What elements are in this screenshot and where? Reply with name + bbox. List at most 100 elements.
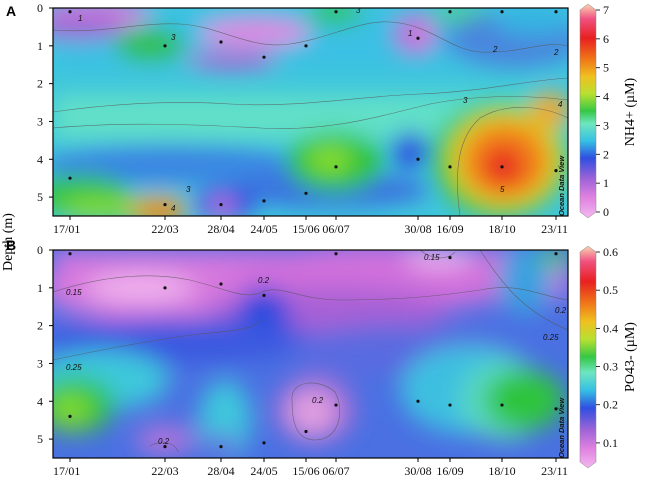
colorbar-a-label: NH4+ (µM) (623, 77, 638, 146)
panel-b-samples (68, 252, 558, 449)
sample-point (219, 282, 223, 286)
panel-a: A (6, 1, 638, 236)
y-tick-label: 0 (37, 1, 43, 15)
sample-point (554, 169, 558, 173)
colorbar-tick-label: 0.4 (603, 321, 618, 335)
colorbar-tick-label: 6 (603, 32, 609, 46)
y-tick-label: 1 (37, 281, 43, 295)
panel-a-y-axis: 0 1 2 3 4 5 (37, 1, 53, 204)
x-tick-label: 24/05 (250, 222, 277, 236)
sample-point (554, 252, 558, 256)
sample-point (500, 10, 504, 14)
panel-b-label: B (6, 237, 16, 253)
x-tick-label: 15/06 (292, 222, 319, 236)
sample-point (163, 203, 167, 207)
x-tick-label: 06/07 (322, 464, 349, 478)
x-tick-label: 15/06 (292, 464, 319, 478)
panel-a-label: A (6, 3, 16, 19)
sample-point (448, 10, 452, 14)
panel-a-contour-labels: 1 3 1 2 2 3 4 5 3 4 3 (78, 8, 563, 213)
sample-point (448, 255, 452, 260)
x-tick-label: 23/11 (541, 222, 568, 236)
y-tick-label: 5 (37, 190, 43, 204)
contour-label: 0.2 (312, 396, 324, 405)
colorbar-tick-label: 0.3 (603, 360, 618, 374)
x-tick-label: 23/11 (541, 464, 568, 478)
colorbar-tick-label: 0 (603, 205, 609, 219)
contour-label: 0.25 (66, 363, 82, 372)
sample-point (448, 403, 452, 407)
x-tick-label: 17/01 (53, 222, 80, 236)
sample-point (334, 252, 338, 256)
x-tick-label: 16/09 (436, 464, 463, 478)
sample-point (304, 44, 308, 48)
sample-point (500, 165, 504, 169)
x-tick-label: 16/09 (436, 222, 463, 236)
panel-a-x-axis: 17/01 22/03 28/04 24/05 15/06 06/07 30/08 16/09… (53, 216, 568, 236)
x-tick-label: 18/10 (488, 464, 515, 478)
contour-label: 0.15 (66, 288, 82, 297)
sample-point (163, 445, 167, 449)
colorbar-b: 0.1 0.2 0.3 0.4 0.5 0.6 (579, 245, 618, 469)
colorbar-tick-label: 4 (603, 90, 609, 104)
sample-point (334, 165, 338, 169)
colorbar-tick-label: 7 (603, 3, 609, 17)
watermark-a: Ocean Data View (557, 155, 566, 216)
colorbar-tick-label: 2 (603, 147, 609, 161)
colorbar-tick-label: 0.6 (603, 245, 618, 259)
x-tick-label: 06/07 (322, 222, 349, 236)
sample-point (262, 55, 266, 59)
y-tick-label: 2 (37, 77, 43, 91)
sample-point (554, 10, 558, 14)
contour-label: 2 (492, 45, 498, 54)
y-tick-label: 4 (37, 394, 43, 408)
panel-b-field: 0.15 0.2 0.15 0.25 0.25 0.2 0.2 0.2 (53, 250, 568, 458)
sample-point (219, 203, 223, 207)
colorbar-tick-label: 0.5 (603, 283, 618, 297)
y-tick-label: 0 (37, 243, 43, 257)
y-axis-label: Depth (m) (1, 213, 16, 271)
x-tick-label: 18/10 (488, 222, 515, 236)
colorbar-tick-label: 5 (603, 61, 609, 75)
contour-label: 4 (171, 204, 176, 213)
colorbar-a: 0 1 2 3 4 5 6 7 (579, 3, 609, 219)
y-tick-label: 3 (37, 356, 43, 370)
contour-label: 3 (186, 185, 191, 194)
sample-point (304, 191, 308, 195)
x-tick-label: 28/04 (207, 222, 234, 236)
contour-label: 2 (553, 48, 559, 57)
panel-b-y-axis: 0 1 2 3 4 5 (37, 243, 53, 446)
panel-a-frame (52, 7, 569, 217)
x-tick-label: 17/01 (53, 464, 80, 478)
y-tick-label: 4 (37, 152, 43, 166)
contour-label: 0.2 (158, 437, 170, 446)
sample-point (163, 44, 167, 48)
watermark-b: Ocean Data View (557, 397, 566, 458)
colorbar-b-ticks: 0.1 0.2 0.3 0.4 0.5 0.6 (596, 245, 618, 450)
sample-point (554, 407, 558, 411)
contour-label: 3 (463, 96, 468, 105)
panel-a-samples (68, 10, 558, 207)
sample-point (262, 293, 266, 297)
contour-label: 3 (171, 33, 176, 42)
panel-b: B (6, 237, 638, 478)
sample-point (68, 414, 72, 418)
panel-a-field: 1 3 1 2 2 3 4 5 3 4 3 (53, 8, 568, 216)
x-tick-label: 30/08 (404, 464, 431, 478)
panel-b-x-axis: 17/01 22/03 28/04 24/05 15/06 06/07 30/08 16/09… (53, 458, 568, 478)
contour-label: 5 (500, 185, 505, 194)
contour-label: 0.2 (555, 306, 567, 315)
x-tick-label: 22/03 (151, 464, 178, 478)
x-tick-label: 30/08 (404, 222, 431, 236)
x-tick-label: 28/04 (207, 464, 234, 478)
contour-label: 0.2 (258, 276, 270, 285)
colorbar-b-label: PO43- (µM) (623, 322, 638, 392)
sample-point (416, 36, 420, 40)
colorbar-tick-label: 0.1 (603, 436, 618, 450)
colorbar-tick-label: 0.2 (603, 398, 618, 412)
sample-point (68, 176, 72, 180)
y-tick-label: 2 (37, 319, 43, 333)
y-tick-label: 5 (37, 432, 43, 446)
sample-point (219, 445, 223, 449)
colorbar-a-ticks: 0 1 2 3 4 5 6 7 (596, 3, 609, 219)
